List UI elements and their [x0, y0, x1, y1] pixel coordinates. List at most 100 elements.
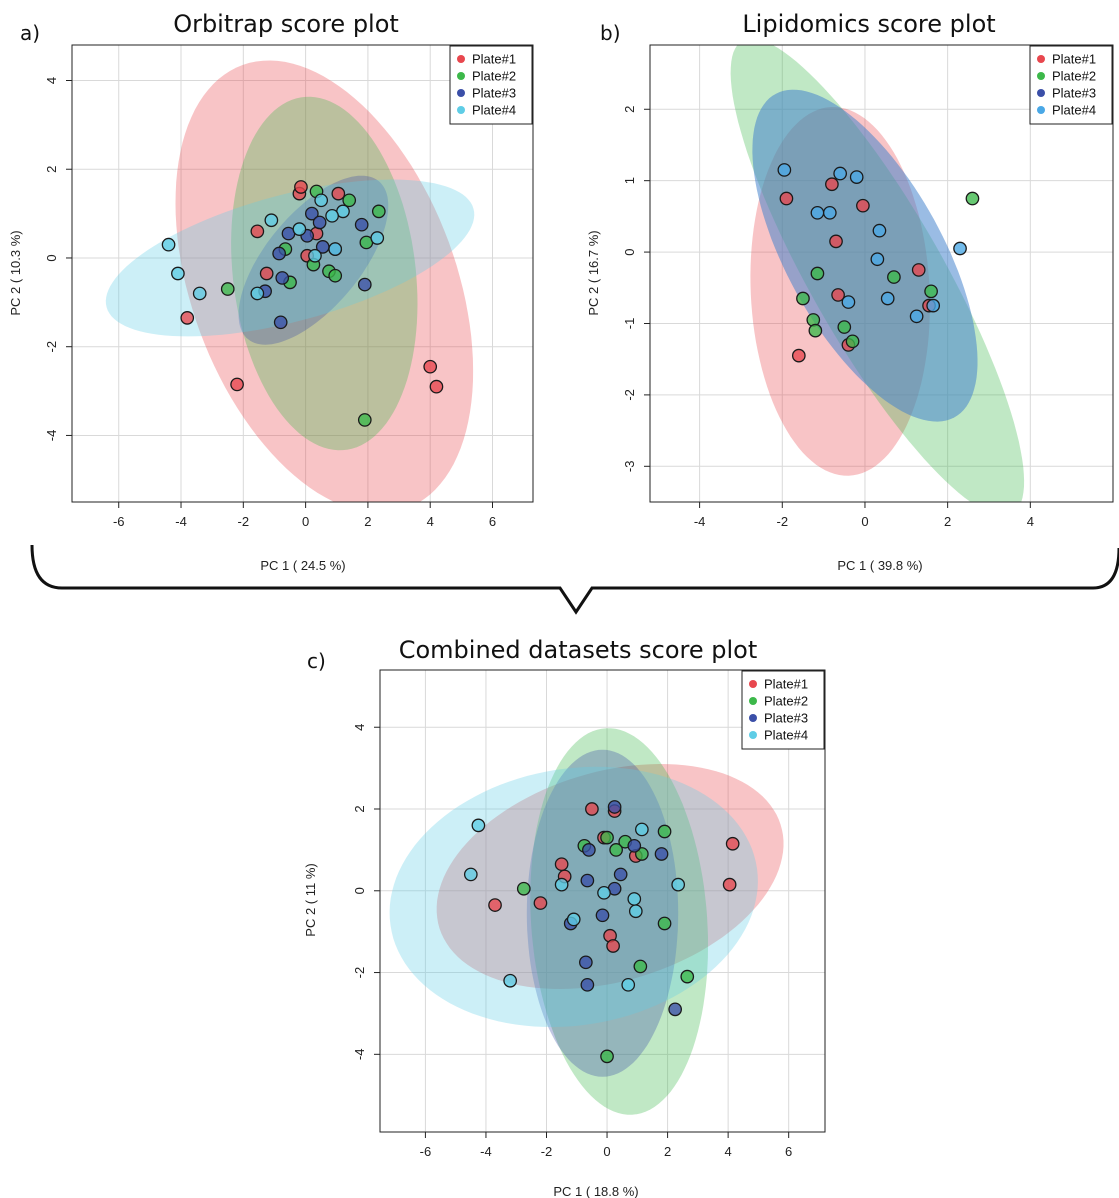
- panel-b-title: Lipidomics score plot: [742, 10, 995, 38]
- legend-swatch: [457, 55, 465, 63]
- data-point-plate-4: [192, 286, 207, 301]
- x-tick-label: -2: [777, 514, 789, 529]
- data-point-plate-1: [725, 836, 740, 851]
- panel-a-grid: [72, 45, 533, 502]
- data-point-plate-4: [308, 248, 322, 263]
- data-point-plate-3: [304, 206, 319, 221]
- data-point-plate-4: [566, 912, 581, 927]
- panel-a-ticks: -6 -4 -2 0 2 4 6 -4 -2 0 2 4: [44, 77, 496, 529]
- data-point-plate-3: [357, 277, 372, 292]
- data-point-plate-4: [161, 237, 176, 252]
- data-point-plate-4: [880, 291, 895, 306]
- data-point-plate-4: [463, 867, 478, 882]
- data-point-plate-1: [779, 191, 794, 206]
- data-point-plate-4: [870, 252, 885, 267]
- data-point-plate-1: [423, 359, 438, 374]
- panel-c: c) Combined datasets score plot -6 -4 -2 0 2…: [303, 636, 826, 1198]
- data-point-plate-1: [230, 377, 244, 392]
- legend-swatch: [749, 714, 757, 722]
- legend-swatch: [1037, 89, 1045, 97]
- data-point-plate-1: [250, 224, 265, 239]
- legend-label: Plate#1: [764, 677, 808, 692]
- data-point-plate-1: [180, 311, 195, 325]
- data-point-plate-2: [357, 413, 372, 427]
- panel-b-legend: Plate#1 Plate#2 Plate#3 Plate#4: [1029, 45, 1113, 125]
- legend-label: Plate#4: [764, 728, 808, 743]
- data-point-plate-3: [627, 838, 642, 853]
- data-point-plate-1: [606, 939, 620, 953]
- data-point-plate-1: [294, 180, 308, 194]
- panel-c-ticks: -6 -4 -2 0 2 4 6 -4 -2 0 2 4: [352, 724, 792, 1159]
- panel-a-frame: [71, 44, 534, 503]
- data-point-plate-3: [579, 955, 593, 970]
- legend-swatch: [749, 697, 757, 705]
- data-point-plate-4: [621, 977, 636, 992]
- data-point-plate-4: [314, 193, 329, 208]
- data-point-plate-1: [829, 234, 843, 249]
- data-point-plate-1: [554, 857, 569, 872]
- legend-label: Plate#3: [764, 711, 808, 726]
- y-tick-label: -1: [622, 318, 637, 330]
- data-point-plate-4: [810, 205, 825, 220]
- panel-c-xlabel: PC 1 ( 18.8 %): [553, 1184, 638, 1198]
- x-tick-label: -6: [113, 514, 125, 529]
- data-point-plate-3: [613, 867, 628, 882]
- data-point-plate-4: [471, 818, 486, 833]
- data-point-plate-4: [635, 822, 649, 837]
- data-point-plate-1: [856, 198, 870, 213]
- panel-a-ylabel: PC 2 ( 10.3 %): [8, 230, 23, 315]
- data-point-plate-1: [831, 288, 845, 302]
- data-point-plate-3: [354, 217, 369, 232]
- panel-c-title: Combined datasets score plot: [399, 636, 758, 664]
- data-point-plate-2: [342, 193, 357, 208]
- data-point-plate-3: [275, 271, 290, 285]
- data-point-plate-4: [777, 163, 792, 177]
- data-point-plate-1: [722, 877, 737, 892]
- data-point-plate-2: [796, 291, 810, 306]
- panel-a-xlabel: PC 1 ( 24.5 %): [260, 558, 345, 573]
- data-point-plate-2: [600, 830, 614, 845]
- data-point-plate-2: [220, 282, 235, 296]
- y-tick-label: 2: [44, 166, 59, 173]
- panel-c-ellipses: [389, 728, 784, 1115]
- data-point-plate-1: [429, 379, 444, 394]
- panel-c-points: [463, 800, 740, 1064]
- data-point-plate-4: [171, 266, 185, 281]
- data-point-plate-2: [837, 320, 852, 334]
- x-tick-label: 4: [725, 1144, 732, 1159]
- data-point-plate-4: [597, 885, 611, 900]
- x-tick-label: 0: [302, 514, 309, 529]
- legend-label: Plate#4: [1052, 103, 1096, 118]
- data-point-plate-2: [371, 204, 386, 219]
- data-point-plate-2: [845, 334, 860, 349]
- panel-b-grid: [650, 45, 1113, 502]
- panel-b-label: b): [600, 21, 621, 45]
- data-point-plate-4: [554, 877, 569, 892]
- y-tick-label: 4: [352, 724, 367, 731]
- legend-swatch: [1037, 72, 1045, 80]
- legend-label: Plate#1: [1052, 52, 1096, 67]
- y-tick-label: -3: [622, 461, 637, 473]
- x-tick-label: 4: [427, 514, 434, 529]
- data-point-plate-4: [822, 205, 837, 220]
- data-point-plate-4: [292, 222, 307, 236]
- data-point-plate-2: [328, 268, 343, 283]
- data-point-plate-3: [312, 215, 327, 230]
- data-point-plate-4: [250, 286, 265, 301]
- data-point-plate-3: [582, 843, 596, 857]
- confidence-ellipse-plate-1: [436, 764, 784, 989]
- legend-swatch: [749, 731, 757, 739]
- data-point-plate-4: [325, 208, 339, 223]
- x-tick-label: 0: [861, 514, 868, 529]
- legend-swatch: [457, 72, 465, 80]
- data-point-plate-1: [911, 263, 926, 277]
- panel-a-points: [161, 180, 444, 427]
- data-point-plate-4: [833, 166, 848, 181]
- data-point-plate-2: [657, 824, 672, 839]
- x-tick-label: -4: [694, 514, 706, 529]
- legend-swatch: [1037, 106, 1045, 114]
- data-point-plate-2: [924, 284, 938, 299]
- data-point-plate-4: [909, 309, 924, 324]
- data-point-plate-4: [328, 242, 343, 256]
